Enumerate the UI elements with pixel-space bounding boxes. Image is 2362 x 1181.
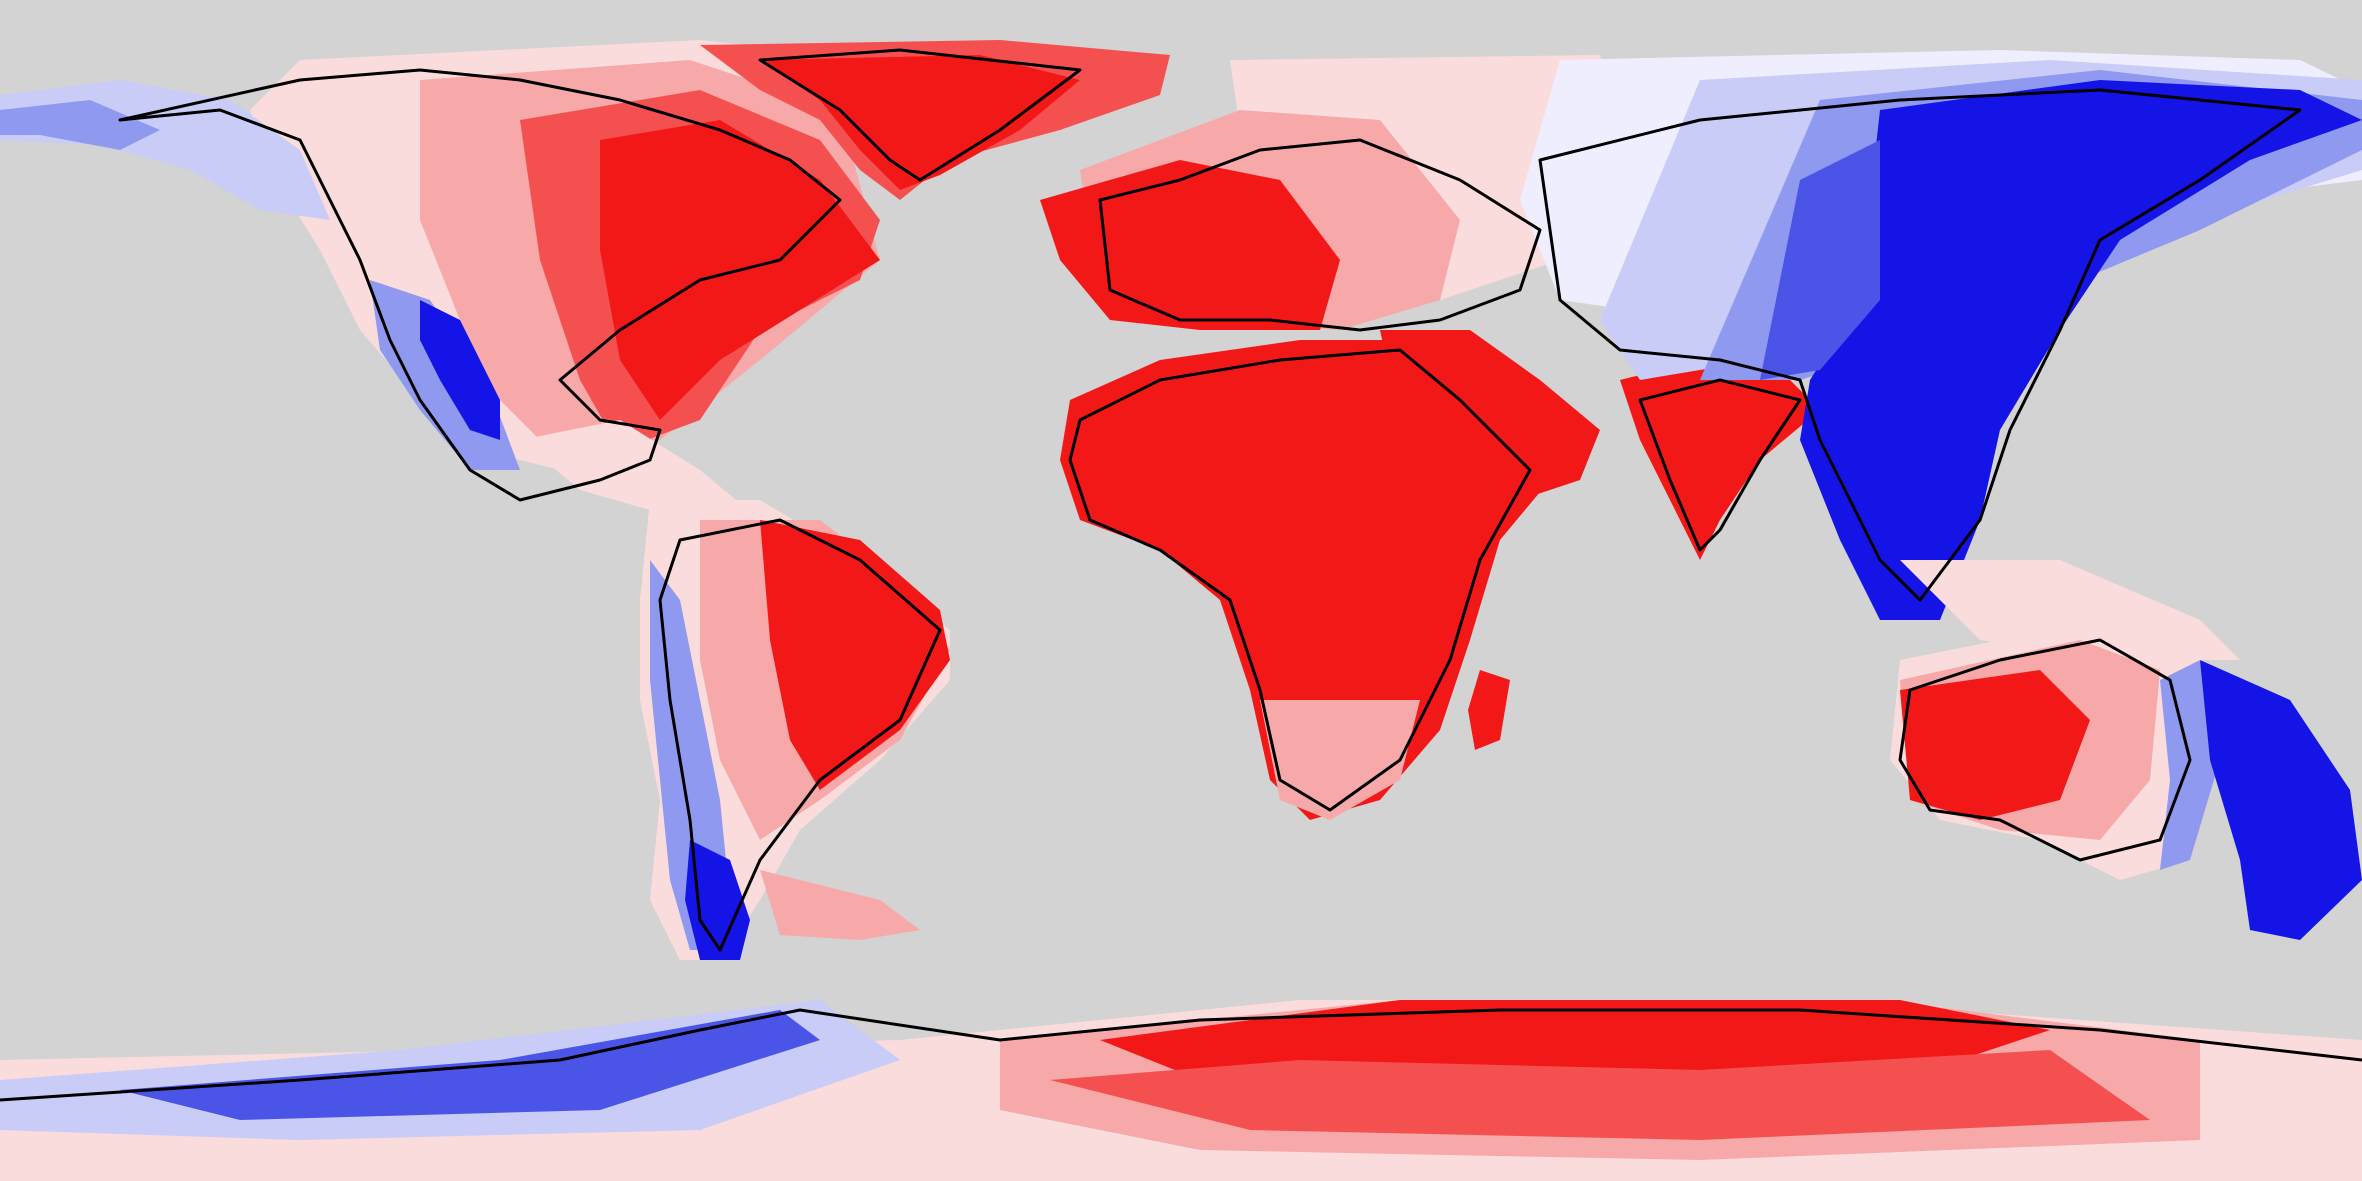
sa-south-pale xyxy=(760,870,920,940)
middle-east-strong-red xyxy=(1380,330,1600,500)
india xyxy=(1620,360,1820,560)
eu-west-strong-red xyxy=(1040,160,1340,330)
coast-india xyxy=(1638,378,1802,552)
antarctica-west-strong-blue xyxy=(120,1010,820,1120)
greenland xyxy=(700,40,1170,200)
coast-south-america xyxy=(658,518,942,952)
middle-east xyxy=(1380,330,1600,500)
na-alaska-blue-core xyxy=(0,100,160,150)
southeast-asia xyxy=(1900,560,2240,660)
australia-strong-red xyxy=(1900,670,2090,820)
east-asia-strong-blue xyxy=(1800,80,2362,620)
madagascar xyxy=(1468,670,1510,750)
coast-africa xyxy=(1068,348,1532,812)
africa-strong-red xyxy=(1060,340,1550,820)
nz-strong-blue xyxy=(2200,660,2362,940)
coast-antarctica xyxy=(0,1008,2362,1102)
coast-australia xyxy=(1898,638,2192,862)
africa-south-pale xyxy=(1260,700,1420,820)
se-asia-pale xyxy=(1900,560,2240,660)
coast-europe xyxy=(1098,138,1542,332)
east-asia xyxy=(1760,80,2362,620)
india-strong-red xyxy=(1620,360,1820,560)
sa-patagonia-blue xyxy=(685,840,750,960)
greenland-strong-red xyxy=(760,55,1080,190)
europe xyxy=(1040,55,1620,330)
australia xyxy=(1890,620,2220,880)
na-west-blue-core xyxy=(420,300,500,440)
south-america xyxy=(640,500,950,960)
coast-greenland xyxy=(758,48,1082,182)
antarctica-east-red-core xyxy=(1050,1050,2150,1140)
coastlines xyxy=(0,48,2362,1102)
coast-asia xyxy=(1538,88,2302,602)
africa xyxy=(1060,340,1550,820)
australia-east-blue xyxy=(2160,660,2220,870)
new-zealand xyxy=(2200,660,2362,940)
sa-strong-red xyxy=(760,520,950,790)
east-asia-blue xyxy=(1760,140,1880,380)
coast-north-america xyxy=(118,68,842,502)
